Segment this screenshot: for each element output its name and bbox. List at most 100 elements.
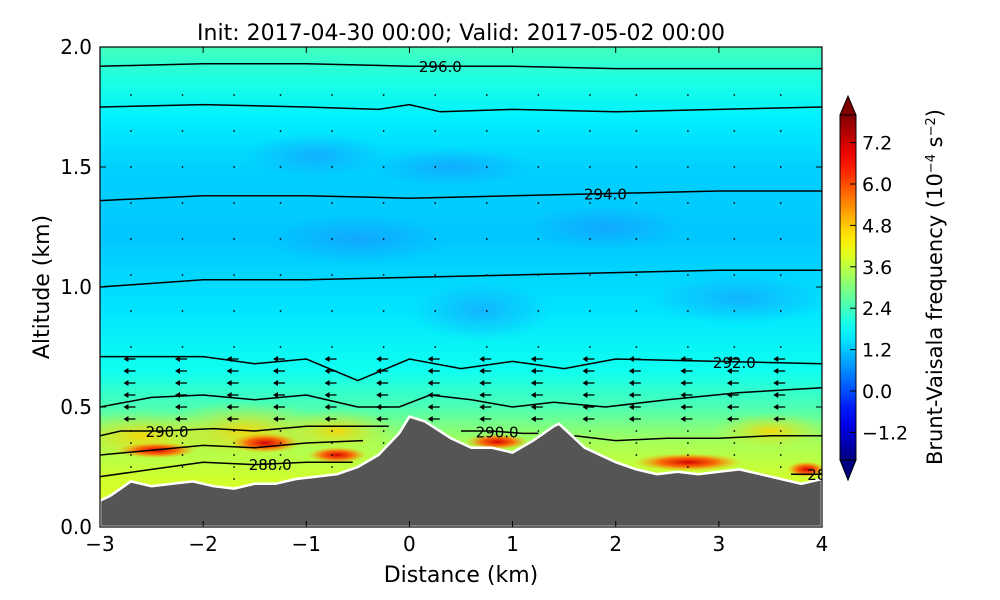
- x-tick-label: 0: [403, 532, 416, 556]
- x-axis: −3 −2 −1 0 1 2 3 4: [85, 47, 828, 556]
- wind-vector-dot: [537, 202, 540, 204]
- wind-vector-dot: [382, 94, 385, 96]
- wind-arrow-head: [773, 380, 779, 386]
- colorbar-extend-top: [839, 94, 857, 116]
- wind-vector-dot: [382, 310, 385, 312]
- wind-vector-dot: [279, 454, 282, 456]
- wind-vector-dot: [537, 238, 540, 240]
- wind-vector-dot: [181, 466, 184, 468]
- wind-vector-dot: [779, 94, 782, 96]
- colorbar-label-unit: s: [923, 136, 947, 154]
- x-tick-label: 1: [506, 532, 519, 556]
- wind-vectors: [123, 94, 786, 480]
- wind-vector-dot: [382, 166, 385, 168]
- wind-arrow-head: [479, 380, 485, 386]
- wind-vector-dot: [485, 166, 488, 168]
- field-patch: [246, 133, 387, 177]
- colorbar-tick-label: −1.2: [862, 422, 908, 444]
- wind-vector-dot: [181, 454, 184, 456]
- wind-arrow-head: [273, 380, 278, 386]
- field-patch: [786, 461, 822, 478]
- wind-vector-dot: [434, 94, 437, 96]
- wind-vector-dot: [233, 310, 235, 312]
- wind-vector-dot: [130, 442, 132, 444]
- wind-arrow-head: [324, 416, 330, 422]
- field-patch: [649, 274, 822, 324]
- y-tick-label: 2.0: [60, 35, 92, 59]
- wind-vector-dot: [382, 442, 385, 444]
- wind-arrow-head: [773, 404, 779, 410]
- wind-vector-dot: [130, 310, 132, 312]
- wind-vector-dot: [233, 466, 235, 468]
- wind-vector-dot: [233, 454, 235, 456]
- wind-arrow-head: [376, 368, 382, 374]
- x-tick-label: 2: [609, 532, 622, 556]
- field-patch: [370, 147, 531, 187]
- colorbar-label-text: Brunt-Vaisala frequency (10: [923, 173, 947, 465]
- wind-vector-dot: [331, 454, 333, 456]
- wind-vector-dot: [331, 202, 333, 204]
- wind-vector-dot: [687, 202, 689, 204]
- wind-vector-dot: [687, 454, 689, 456]
- wind-vector-dot: [779, 346, 782, 348]
- wind-arrow-head: [726, 368, 732, 374]
- wind-vector-dot: [485, 202, 488, 204]
- wind-arrow-head: [479, 368, 485, 374]
- colorbar-label-exponent: −4: [924, 154, 939, 173]
- wind-arrow-head: [530, 356, 536, 362]
- wind-vector-dot: [331, 130, 333, 132]
- wind-vector-dot: [233, 442, 235, 444]
- wind-arrow-head: [324, 404, 330, 410]
- wind-vector-dot: [331, 346, 333, 348]
- wind-arrow-head: [175, 404, 181, 410]
- wind-vector-dot: [181, 202, 184, 204]
- wind-arrow-head: [226, 404, 232, 410]
- wind-vector-dot: [635, 454, 638, 456]
- theta-contour-line: [100, 190, 822, 202]
- wind-vector-dot: [635, 166, 638, 168]
- contour-label: 294.0: [584, 186, 627, 204]
- wind-vector-dot: [733, 274, 736, 276]
- wind-arrow-head: [726, 404, 732, 410]
- wind-vector-dot: [233, 202, 235, 204]
- wind-arrow-head: [582, 380, 588, 386]
- wind-arrow-head: [123, 368, 129, 374]
- field-patch: [525, 205, 686, 249]
- colorbar-bar: [839, 114, 857, 461]
- wind-vector-dot: [687, 310, 689, 312]
- wind-vector-dot: [687, 238, 689, 240]
- wind-vector-dot: [635, 442, 638, 444]
- wind-vector-dot: [130, 238, 132, 240]
- wind-vector-dot: [635, 310, 638, 312]
- wind-vector-dot: [589, 94, 591, 96]
- theta-contour-line: [100, 103, 822, 113]
- wind-arrow-head: [273, 392, 278, 398]
- wind-vector-dot: [130, 94, 132, 96]
- theta-contour-line: [461, 430, 539, 435]
- wind-vector-dot: [687, 346, 689, 348]
- wind-vector-dot: [779, 454, 782, 456]
- wind-arrow-head: [773, 356, 779, 362]
- contour-labels: 296.0 294.0 292.0 290.0 290.0 288.0 28: [146, 58, 822, 484]
- wind-vector-dot: [687, 94, 689, 96]
- wind-arrow-head: [530, 416, 536, 422]
- wind-vector-dot: [331, 166, 333, 168]
- wind-vector-dot: [434, 274, 437, 276]
- wind-vector-dot: [635, 238, 638, 240]
- colorbar-tick-label: 4.8: [862, 215, 892, 237]
- wind-arrow-head: [582, 356, 588, 362]
- wind-vector-dot: [687, 442, 689, 444]
- wind-vector-dot: [130, 202, 132, 204]
- colorbar-tick-label: 1.2: [862, 340, 892, 362]
- wind-arrow-head: [226, 416, 232, 422]
- wind-arrow-head: [773, 392, 779, 398]
- wind-vector-dot: [589, 166, 591, 168]
- wind-arrow-head: [582, 404, 588, 410]
- wind-vector-dot: [181, 442, 184, 444]
- colorbar-tick-label: 2.4: [862, 298, 892, 320]
- wind-vector-dot: [589, 346, 591, 348]
- wind-arrow-head: [376, 416, 382, 422]
- wind-vector-dot: [537, 94, 540, 96]
- wind-arrow-head: [273, 416, 278, 422]
- wind-vector-dot: [181, 274, 184, 276]
